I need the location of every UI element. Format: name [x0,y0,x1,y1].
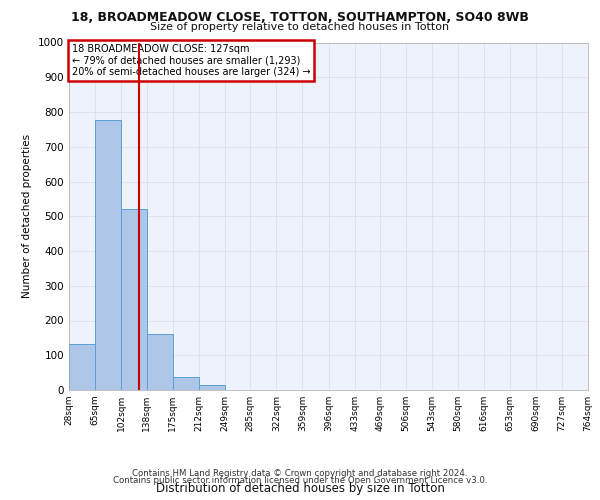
Text: 18 BROADMEADOW CLOSE: 127sqm
← 79% of detached houses are smaller (1,293)
20% of: 18 BROADMEADOW CLOSE: 127sqm ← 79% of de… [71,44,310,78]
Bar [199,385,225,390]
Bar [69,344,95,390]
Bar [95,120,121,390]
Text: Size of property relative to detached houses in Totton: Size of property relative to detached ho… [151,22,449,32]
Bar [121,208,147,390]
Text: Contains HM Land Registry data © Crown copyright and database right 2024.: Contains HM Land Registry data © Crown c… [132,468,468,477]
Bar [173,377,199,390]
Y-axis label: Number of detached properties: Number of detached properties [22,134,32,298]
Bar [146,334,173,390]
Text: 18, BROADMEADOW CLOSE, TOTTON, SOUTHAMPTON, SO40 8WB: 18, BROADMEADOW CLOSE, TOTTON, SOUTHAMPT… [71,11,529,24]
Text: Contains public sector information licensed under the Open Government Licence v3: Contains public sector information licen… [113,476,487,485]
Text: Distribution of detached houses by size in Totton: Distribution of detached houses by size … [155,482,445,495]
